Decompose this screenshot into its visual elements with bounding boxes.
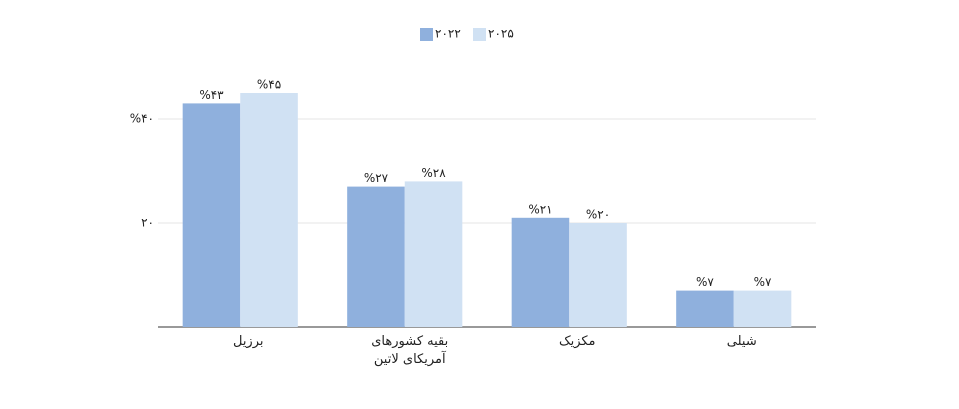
- legend-swatch: [473, 28, 486, 41]
- bar: [676, 290, 734, 327]
- legend-label: ۲۰۲۵: [488, 27, 514, 41]
- x-tick-label: شیلی: [726, 334, 757, 349]
- bar: [404, 181, 463, 327]
- bar: [347, 186, 405, 327]
- bar: [182, 103, 241, 328]
- value-label: %۲۷: [364, 171, 389, 185]
- x-tick-label: برزیل: [232, 334, 264, 349]
- y-tick-label: %۴۰: [130, 112, 154, 126]
- x-tick-label: مکزیک: [558, 334, 596, 349]
- bar: [511, 217, 570, 327]
- bar: [733, 290, 792, 327]
- bar: [569, 223, 627, 327]
- value-label: %۲۸: [421, 166, 446, 180]
- value-label: %۴۵: [257, 78, 281, 92]
- value-label: %۲۰: [586, 208, 610, 222]
- legend-swatch: [420, 28, 433, 41]
- value-label: %۷: [696, 275, 714, 289]
- value-label: %۲۱: [528, 202, 552, 216]
- bar: [240, 93, 298, 327]
- legend-label: ۲۰۲۲: [435, 27, 461, 41]
- x-tick-label: بقیه کشورهای آمریکای لاتین: [371, 334, 449, 367]
- value-label: %۷: [754, 275, 772, 289]
- y-tick-label: ۲۰: [141, 216, 154, 230]
- value-label: %۴۳: [199, 88, 224, 102]
